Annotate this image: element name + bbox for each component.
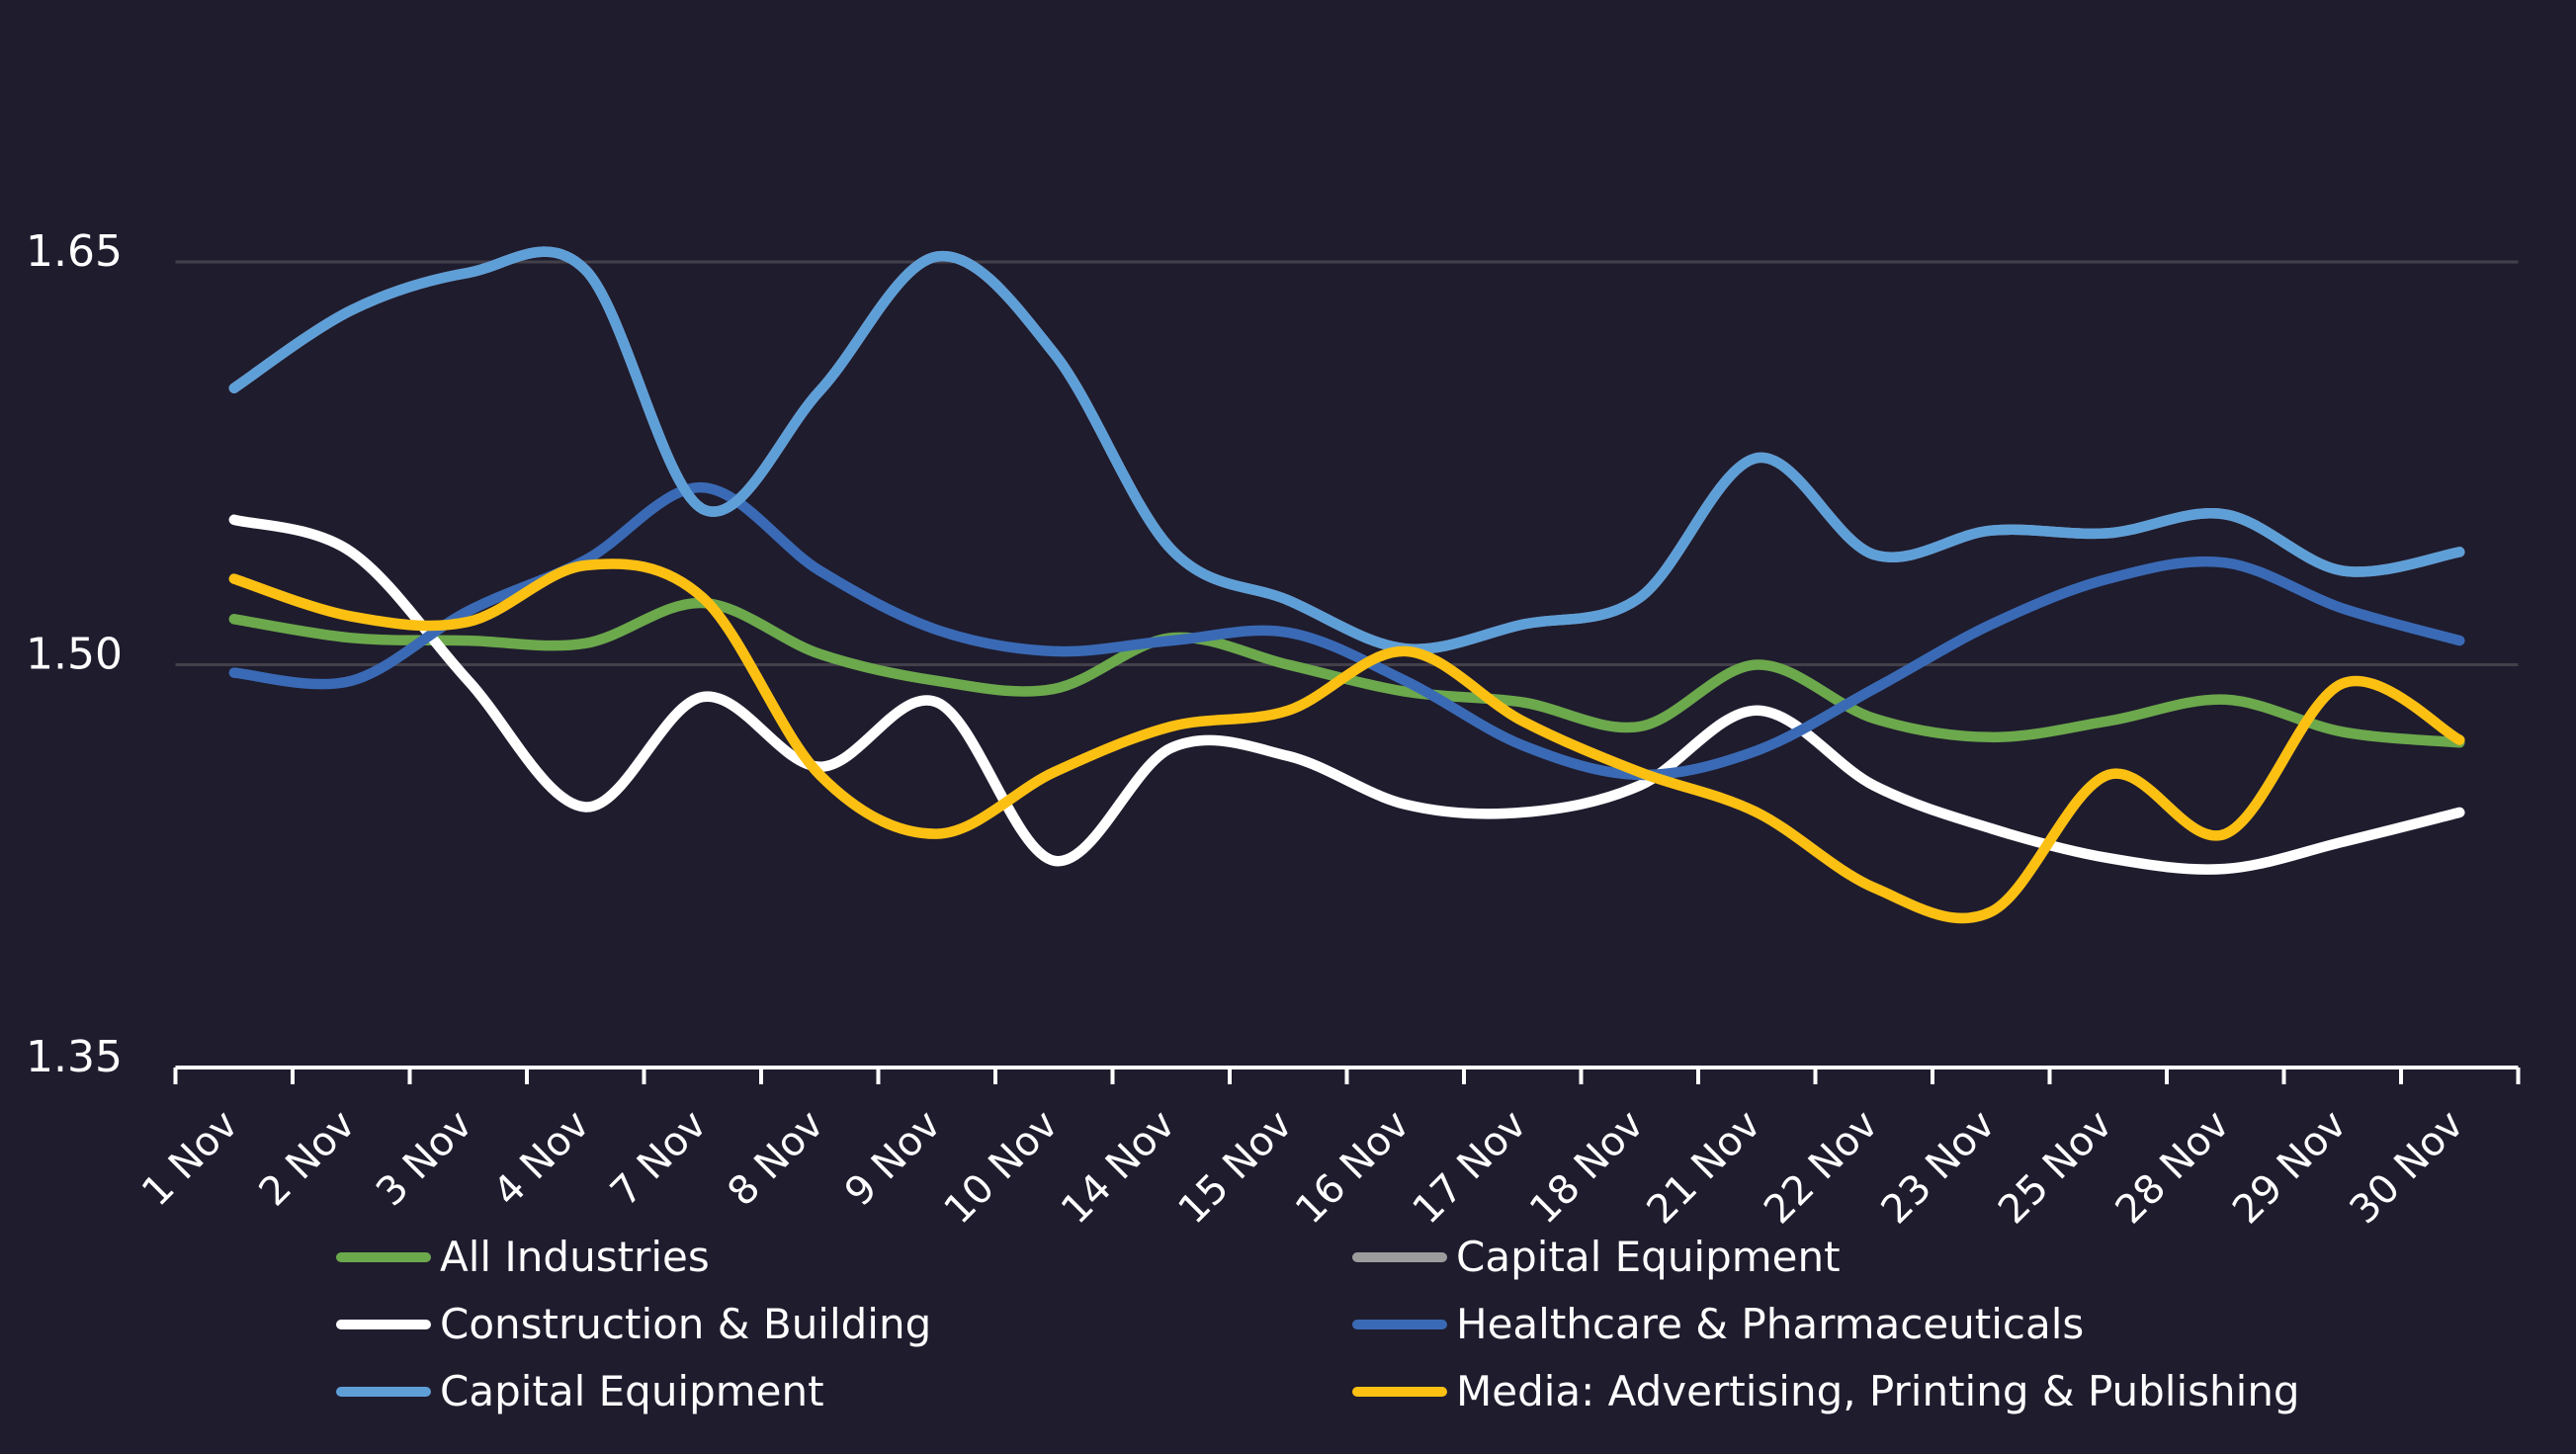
y-axis-label: 1.65 bbox=[26, 226, 123, 277]
x-axis-label: 15 Nov bbox=[1170, 1102, 1302, 1234]
series-line-healthcare-pharmaceuticals-3 bbox=[228, 481, 2465, 781]
legend-item-capital-equipment-4[interactable]: Capital Equipment bbox=[336, 1368, 824, 1415]
x-axis-label: 23 Nov bbox=[1873, 1102, 2005, 1234]
legend-swatch-icon bbox=[336, 1252, 431, 1262]
x-axis-label: 21 Nov bbox=[1639, 1102, 1770, 1234]
legend-label: Capital Equipment bbox=[440, 1367, 824, 1415]
x-axis-label: 18 Nov bbox=[1521, 1102, 1653, 1234]
series-line-construction-building-2 bbox=[228, 514, 2465, 875]
x-axis-label: 10 Nov bbox=[936, 1102, 1068, 1234]
y-axis-label: 1.35 bbox=[26, 1032, 123, 1082]
legend-label: Media: Advertising, Printing & Publishin… bbox=[1456, 1367, 2300, 1415]
x-axis-label: 2 Nov bbox=[251, 1102, 365, 1216]
series-line-capital-equipment-1 bbox=[228, 246, 2465, 654]
x-axis-label: 30 Nov bbox=[2342, 1102, 2473, 1234]
legend-label: All Industries bbox=[440, 1233, 710, 1281]
x-axis-label: 9 Nov bbox=[836, 1102, 950, 1216]
legend-swatch-icon bbox=[1352, 1320, 1447, 1329]
legend-item-capital-equipment-1[interactable]: Capital Equipment bbox=[1352, 1234, 1841, 1281]
legend-swatch-icon bbox=[1352, 1252, 1447, 1262]
series-line-all-industries-0 bbox=[228, 597, 2465, 748]
legend-label: Construction & Building bbox=[440, 1300, 932, 1348]
x-axis-label: 16 Nov bbox=[1287, 1102, 1418, 1234]
x-axis-label: 22 Nov bbox=[1756, 1102, 1887, 1234]
x-axis-label: 1 Nov bbox=[133, 1102, 247, 1216]
x-axis-label: 25 Nov bbox=[1990, 1102, 2121, 1234]
legend-label: Healthcare & Pharmaceuticals bbox=[1456, 1300, 2085, 1348]
legend-swatch-icon bbox=[336, 1320, 431, 1329]
legend-item-all-industries-0[interactable]: All Industries bbox=[336, 1234, 710, 1281]
x-axis-label: 8 Nov bbox=[720, 1102, 833, 1216]
x-axis-label: 28 Nov bbox=[2107, 1102, 2239, 1234]
x-axis-label: 3 Nov bbox=[368, 1102, 481, 1216]
legend-item-healthcare-pharmaceuticals-3[interactable]: Healthcare & Pharmaceuticals bbox=[1352, 1301, 2084, 1348]
y-axis-label: 1.50 bbox=[26, 630, 123, 680]
series-line-capital-equipment-4 bbox=[228, 246, 2465, 654]
legend-swatch-icon bbox=[336, 1387, 431, 1397]
x-axis-label: 29 Nov bbox=[2224, 1102, 2356, 1234]
legend-item-construction-building-2[interactable]: Construction & Building bbox=[336, 1301, 931, 1348]
x-axis-label: 14 Nov bbox=[1053, 1102, 1184, 1234]
x-axis-label: 7 Nov bbox=[602, 1102, 716, 1216]
series-line-media-advertising-printing-publishing-5 bbox=[228, 558, 2465, 924]
legend-item-media-advertising-printing-publishing-5[interactable]: Media: Advertising, Printing & Publishin… bbox=[1352, 1368, 2300, 1415]
x-axis-label: 4 Nov bbox=[485, 1102, 599, 1216]
legend-swatch-icon bbox=[1352, 1387, 1447, 1397]
x-axis-label: 17 Nov bbox=[1405, 1102, 1536, 1234]
legend-label: Capital Equipment bbox=[1456, 1233, 1841, 1281]
